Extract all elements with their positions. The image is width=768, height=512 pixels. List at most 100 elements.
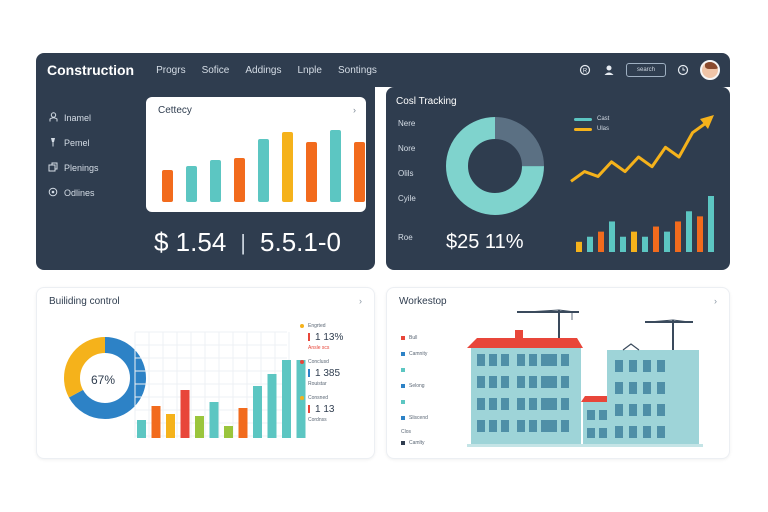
chevron-right-icon[interactable]: › [353, 105, 356, 115]
building-bar [238, 408, 248, 438]
user-icon[interactable] [602, 63, 616, 77]
legend-item: Sliscend [401, 410, 428, 426]
building-window [615, 426, 623, 438]
sidebar-item-1[interactable]: Inamel [48, 105, 99, 130]
summary-value-b: 5.5.1-0 [260, 227, 341, 257]
building-bar [224, 426, 233, 438]
cost-row-label: Nere [398, 119, 416, 128]
stat-sub: Cordnss [308, 417, 327, 423]
building-window [541, 376, 549, 388]
building-control-graphics [64, 331, 306, 438]
building-window [517, 398, 525, 410]
main-nav: Progrs Sofice Addings Lnple Sontings [156, 65, 393, 76]
cost-bar [686, 211, 692, 252]
building-window [615, 382, 623, 394]
building-window [501, 420, 509, 432]
building-illustration [467, 309, 703, 447]
workshop-card-title: Workestop [399, 296, 447, 307]
clock-icon[interactable] [676, 63, 690, 77]
cost-tracking-title: Cosl Tracking [396, 96, 457, 107]
cost-row-label: Nore [398, 144, 416, 153]
cost-row-label: Olils [398, 169, 414, 178]
stat-label: Conclusd [308, 359, 329, 365]
stat-sub: Rouistar [308, 381, 327, 387]
sidebar-item-label: Plenings [64, 162, 99, 173]
stat-number: 1 385 [315, 367, 341, 379]
stat-marker [308, 405, 310, 413]
category-bar [330, 130, 341, 202]
building-bar [137, 420, 146, 438]
cost-row-label: Roe [398, 233, 413, 242]
cost-tracking-graphics [446, 115, 714, 252]
cost-bar [642, 236, 648, 252]
chevron-right-icon[interactable]: › [714, 296, 717, 306]
building-window [657, 404, 665, 416]
workshop-legend: Bull Camnity Selong Sliscend Clos Camlty [401, 330, 428, 448]
cost-bar [675, 221, 681, 252]
building-window [489, 376, 497, 388]
building-window [529, 376, 537, 388]
category-card-title: Cettecy [158, 105, 192, 116]
nav-item-progress[interactable]: Progrs [156, 64, 186, 76]
building-window [561, 398, 569, 410]
building-window [657, 360, 665, 372]
nav-item-people[interactable]: Lnple [297, 64, 322, 76]
cost-figures: $25 11% [446, 231, 524, 253]
sidebar-item-label: Inamel [64, 112, 92, 123]
summary-figures: $ 1.54 | 5.5.1-0 [154, 227, 341, 258]
category-bar [186, 166, 197, 202]
cost-row-labels: Nere Nore Olils Cyile Roe [398, 119, 416, 258]
stat-group: Consned 1 13 Cordnss [300, 394, 343, 424]
workshop-card[interactable]: Workestop › Bull Camnity Selong Sliscend… [386, 287, 730, 459]
stat-label: Engrted [308, 323, 326, 329]
notification-icon[interactable]: R [578, 63, 592, 77]
person-icon [48, 111, 58, 124]
building-bar [209, 402, 219, 438]
cost-bar [708, 196, 714, 252]
building-window [629, 404, 637, 416]
nav-item-office[interactable]: Sofice [201, 64, 230, 76]
building-window [549, 420, 557, 432]
building-window [643, 426, 651, 438]
app-brand[interactable]: Construction [47, 62, 135, 78]
chevron-right-icon[interactable]: › [359, 296, 362, 306]
category-bar-chart [162, 130, 365, 202]
building-control-card[interactable]: Builiding control › 67% Engrted 1 13% An… [36, 287, 375, 459]
sidebar: Inamel Pemel Plenings Odlines [48, 105, 99, 205]
cost-bar [598, 231, 604, 252]
cost-trend-arrow [700, 115, 714, 129]
building-window [477, 398, 485, 410]
cost-bar [653, 226, 659, 252]
stat-label: Consned [308, 395, 329, 401]
building-window [529, 354, 537, 366]
avatar[interactable] [700, 60, 720, 80]
building-window [517, 376, 525, 388]
sidebar-item-4[interactable]: Odlines [48, 180, 99, 205]
sidebar-item-2[interactable]: Pemel [48, 130, 99, 155]
legend-swatch [574, 127, 592, 131]
building-window [541, 354, 549, 366]
nav-item-settings[interactable]: Sontings [337, 64, 377, 76]
summary-separator: | [240, 229, 247, 255]
building-window [501, 376, 509, 388]
building-window [643, 382, 651, 394]
cost-tracking-panel: Cosl Tracking Nere Nore Olils Cyile Roe … [386, 87, 730, 270]
sidebar-item-3[interactable]: Plenings [48, 155, 99, 180]
category-card[interactable]: Cettecy › [146, 97, 366, 212]
building-window [657, 382, 665, 394]
nav-item-addings[interactable]: Addings [245, 64, 282, 76]
building-card-title: Builiding control [49, 296, 120, 307]
building-window [529, 420, 537, 432]
building-window [517, 354, 525, 366]
building-window [561, 420, 569, 432]
legend-item: Selong [401, 378, 428, 394]
legend-item: Cast [574, 116, 609, 122]
search-input[interactable]: search [626, 63, 666, 77]
top-bar: Construction Progrs Sofice Addings Lnple… [36, 53, 730, 87]
building-window [643, 360, 651, 372]
building-bar [282, 360, 291, 438]
category-bar [282, 132, 293, 202]
building-bar [253, 386, 262, 438]
building-window [549, 398, 557, 410]
building-window [517, 420, 525, 432]
